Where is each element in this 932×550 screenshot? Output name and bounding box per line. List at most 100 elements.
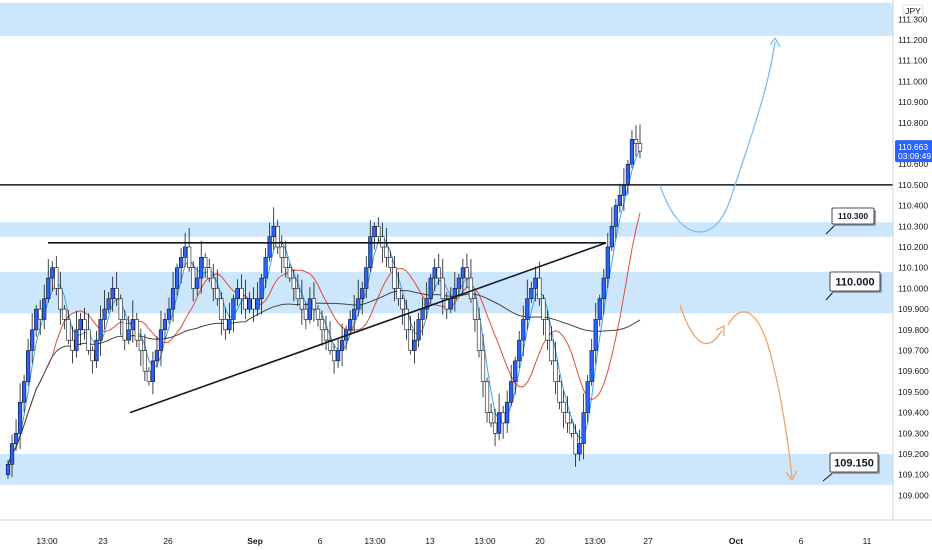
price-tick: 110.300 bbox=[898, 221, 928, 231]
candle-body bbox=[154, 350, 160, 362]
currency-box bbox=[902, 4, 924, 18]
candle-body bbox=[593, 319, 598, 351]
candle-body bbox=[452, 288, 457, 300]
candle-body bbox=[525, 298, 530, 320]
candle-body bbox=[54, 267, 59, 289]
candle-body bbox=[46, 277, 51, 300]
candle-body bbox=[569, 422, 574, 434]
time-tick: 13:00 bbox=[36, 536, 58, 546]
bullish-arrowhead bbox=[769, 36, 781, 48]
candle-body bbox=[364, 267, 369, 289]
candle-body bbox=[138, 339, 143, 351]
trendline-drawings bbox=[0, 184, 893, 414]
time-tick: 20 bbox=[535, 536, 545, 546]
price-tick: 109.300 bbox=[898, 428, 929, 438]
candle-body bbox=[82, 319, 87, 331]
candle-body bbox=[158, 329, 164, 351]
price-tick: 110.900 bbox=[898, 97, 928, 107]
candle-body bbox=[251, 298, 256, 310]
candle-body bbox=[70, 339, 75, 351]
candle-body bbox=[174, 267, 180, 289]
price-tick: 110.600 bbox=[898, 159, 928, 169]
candle-body bbox=[448, 298, 453, 310]
candle-body bbox=[352, 308, 357, 320]
candle-body bbox=[545, 319, 550, 341]
time-tick: 13 bbox=[425, 536, 435, 546]
candle-body bbox=[613, 205, 618, 227]
candle-body bbox=[376, 226, 381, 237]
candle-body bbox=[287, 267, 292, 279]
candle-body bbox=[597, 298, 602, 320]
candle-body bbox=[299, 298, 304, 310]
candle-body bbox=[315, 308, 321, 320]
candle-body bbox=[529, 288, 534, 300]
candle-body bbox=[17, 401, 23, 434]
candle-body bbox=[404, 308, 409, 331]
current-price-countdown: 03:09:49 bbox=[898, 151, 931, 161]
candle-body bbox=[424, 298, 429, 310]
candle-body bbox=[106, 298, 111, 310]
candle-body bbox=[13, 432, 19, 444]
candle-body bbox=[311, 298, 317, 310]
candle-body bbox=[372, 226, 377, 237]
candle-body bbox=[323, 329, 329, 341]
bearish-dip-arrowhead bbox=[715, 324, 725, 336]
candle-body bbox=[412, 339, 417, 351]
candle-body bbox=[557, 381, 562, 403]
candle-body bbox=[468, 277, 474, 300]
candle-body bbox=[509, 381, 514, 403]
candle-body bbox=[227, 319, 232, 331]
zone-0 bbox=[0, 2, 893, 36]
price-tick: 109.800 bbox=[898, 325, 929, 335]
candle-body bbox=[517, 339, 522, 362]
time-tick: 13:00 bbox=[364, 536, 386, 546]
annotation-label-0: 110.300 bbox=[838, 211, 869, 221]
candle-body bbox=[633, 139, 639, 144]
candle-body bbox=[589, 350, 594, 382]
candle-body bbox=[497, 412, 502, 434]
candle-body bbox=[388, 257, 393, 269]
candle-body bbox=[231, 298, 236, 320]
candle-body bbox=[9, 443, 15, 465]
time-tick: 6 bbox=[318, 536, 323, 546]
candle-body bbox=[340, 339, 345, 351]
candle-body bbox=[34, 308, 39, 331]
annotation-box-1 bbox=[829, 271, 881, 292]
candle-body bbox=[335, 350, 341, 362]
time-axis[interactable]: 13:00 23 26 Sep 6 13:00 13 13:00 20 13:00 27 Oct 6 11 bbox=[0, 519, 932, 550]
candle-body bbox=[561, 401, 566, 413]
candle-body bbox=[247, 298, 252, 310]
price-tick: 110.000 bbox=[898, 283, 928, 293]
price-tick: 110.500 bbox=[898, 180, 928, 190]
candle-body bbox=[219, 298, 224, 320]
candle-body bbox=[484, 381, 490, 413]
candle-body bbox=[440, 277, 445, 300]
candle-body bbox=[110, 288, 115, 300]
candle-body bbox=[142, 350, 147, 372]
candle-body bbox=[279, 246, 284, 258]
candle-body bbox=[215, 288, 220, 300]
price-tick: 110.100 bbox=[898, 263, 928, 273]
candle-body bbox=[368, 236, 373, 268]
candle-body bbox=[162, 319, 168, 331]
candle-body bbox=[396, 288, 401, 300]
price-annotations: 110.300 110.000 109.150 bbox=[822, 207, 882, 482]
candle-body bbox=[102, 308, 107, 320]
price-tick: 111.300 bbox=[898, 14, 928, 24]
candle-body bbox=[601, 277, 606, 300]
current-price-tag bbox=[895, 140, 932, 163]
candle-body bbox=[255, 298, 260, 310]
bearish-projection bbox=[727, 311, 793, 479]
candle-body bbox=[521, 319, 526, 341]
candle-body bbox=[235, 288, 240, 300]
candle-body bbox=[166, 308, 172, 320]
candle-body bbox=[126, 329, 131, 341]
candle-body bbox=[303, 308, 308, 320]
candle-body bbox=[283, 257, 288, 269]
candle-body bbox=[275, 226, 280, 248]
candle-body bbox=[203, 257, 208, 269]
time-tick: 26 bbox=[163, 536, 173, 546]
price-tick: 109.500 bbox=[898, 387, 929, 397]
